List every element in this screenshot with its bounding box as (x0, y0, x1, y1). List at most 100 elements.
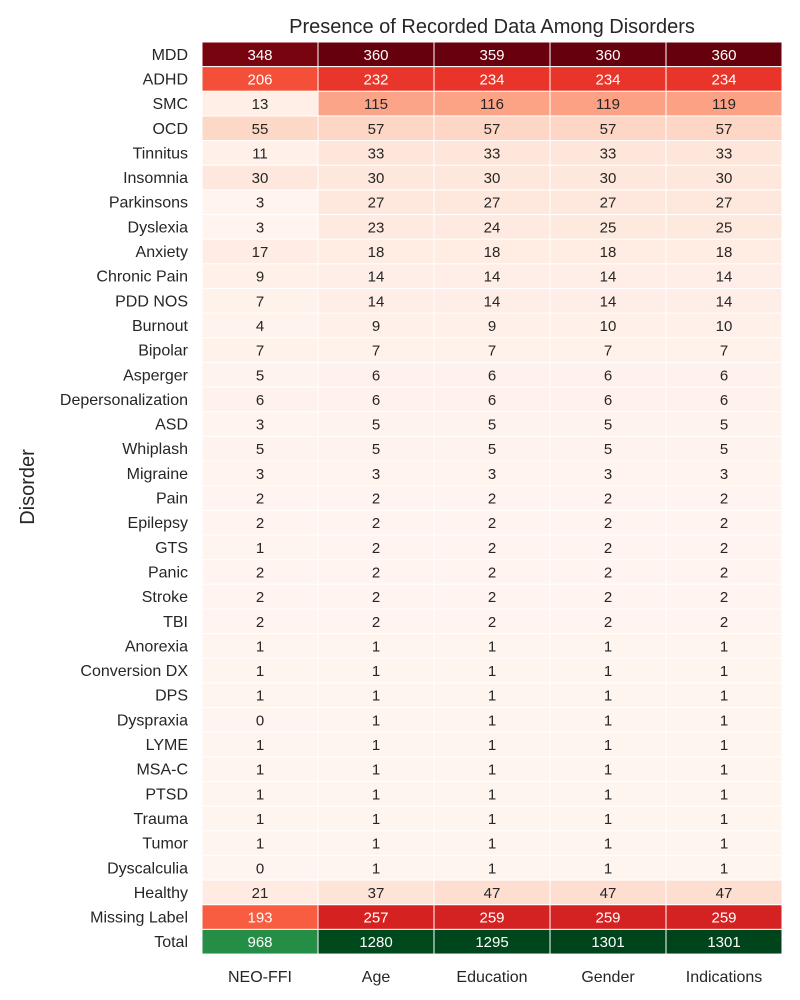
cell-value-label: 6 (256, 392, 264, 409)
row-label: Anorexia (125, 638, 188, 655)
cell-value-label: 1 (372, 836, 380, 853)
cell-value-label: 55 (252, 121, 269, 138)
cell-value-label: 47 (484, 885, 501, 902)
heatmap-cell (549, 608, 667, 635)
row-label: MDD (152, 47, 188, 64)
cell-value-label: 1295 (475, 934, 508, 951)
heatmap-cell (665, 509, 783, 536)
heatmap-cells (201, 41, 783, 955)
cell-value-label: 14 (600, 293, 617, 310)
heatmap-cell (317, 263, 435, 290)
heatmap-cell (549, 460, 667, 487)
row-label: Insomnia (123, 170, 188, 187)
cell-value-label: 359 (479, 47, 504, 64)
cell-value-label: 2 (256, 491, 264, 508)
heatmap-cell (317, 756, 435, 782)
row-labels: MDD ADHD SMC OCD Tinnitus Insomnia Parkinsons D… (60, 47, 189, 951)
row-label: Stroke (142, 589, 188, 606)
cell-value-label: 360 (595, 47, 620, 64)
heatmap-cell (665, 435, 783, 462)
row-label: PTSD (145, 786, 188, 803)
cell-value-label: 10 (716, 318, 733, 335)
row-label: ASD (155, 417, 188, 434)
cell-value-label: 2 (720, 491, 728, 508)
heatmap-cell (665, 164, 783, 191)
cell-value-label: 2 (256, 589, 264, 606)
heatmap-cell (433, 731, 551, 758)
cell-value-label: 5 (488, 441, 496, 458)
cell-value-label: 24 (484, 219, 501, 236)
cell-value-label: 2 (488, 564, 496, 581)
cell-value-label: 11 (252, 145, 268, 162)
cell-value-label: 1 (604, 663, 612, 680)
cell-value-label: 3 (720, 466, 728, 483)
heatmap-cell (433, 238, 551, 265)
heatmap-cell (433, 879, 551, 906)
row-label: Parkinsons (109, 195, 188, 212)
cell-value-label: 1 (488, 786, 496, 803)
cell-value-label: 360 (711, 47, 736, 64)
cell-value-label: 1 (720, 688, 728, 705)
cell-value-label: 2 (604, 564, 612, 581)
cell-value-label: 57 (600, 121, 617, 138)
cell-value-label: 1 (256, 786, 264, 803)
cell-value-label: 5 (720, 417, 728, 434)
cell-value-label: 2 (604, 540, 612, 557)
heatmap-cell (317, 238, 435, 265)
row-label: Healthy (134, 885, 188, 902)
cell-value-label: 1 (720, 663, 728, 680)
cell-value-label: 6 (372, 392, 380, 409)
heatmap-cell (549, 657, 667, 684)
cell-value-label: 23 (368, 219, 385, 236)
cell-value-label: 6 (488, 367, 496, 384)
cell-value-label: 1 (604, 688, 612, 705)
cell-value-label: 27 (716, 195, 733, 212)
heatmap-cell (665, 238, 783, 265)
cell-value-label: 5 (372, 417, 380, 434)
heatmap-cell (665, 608, 783, 635)
cell-value-label: 7 (720, 343, 728, 360)
cell-value-label: 6 (720, 392, 728, 409)
cell-value-label: 1 (372, 737, 380, 754)
chart-title: Presence of Recorded Data Among Disorder… (289, 16, 695, 38)
heatmap-cell (201, 485, 319, 511)
row-label: ADHD (143, 71, 188, 88)
cell-value-label: 1 (488, 811, 496, 828)
cell-value-label: 0 (256, 712, 264, 729)
heatmap-cell (433, 263, 551, 290)
cell-value-label: 1 (372, 762, 380, 779)
heatmap-cell (665, 361, 783, 388)
heatmap-cell (549, 386, 667, 413)
cell-value-label: 1 (256, 688, 264, 705)
heatmap-cell (433, 288, 551, 314)
heatmap-cell (433, 386, 551, 413)
heatmap-cell (433, 904, 551, 930)
heatmap-cell (201, 41, 319, 68)
heatmap-cell (317, 657, 435, 684)
row-label: Dyslexia (128, 219, 189, 236)
heatmap-cell (201, 633, 319, 659)
heatmap-cell (665, 66, 783, 92)
cell-value-label: 2 (488, 589, 496, 606)
heatmap-cell (549, 904, 667, 930)
heatmap-cell (317, 460, 435, 487)
cell-value-label: 1 (720, 811, 728, 828)
heatmap-cell (665, 731, 783, 758)
cell-value-label: 3 (256, 466, 264, 483)
cell-value-label: 17 (252, 244, 269, 261)
heatmap-cell (433, 435, 551, 462)
cell-value-label: 1 (604, 712, 612, 729)
heatmap-cell (433, 633, 551, 659)
cell-value-label: 2 (488, 614, 496, 631)
cell-value-label: 47 (600, 885, 617, 902)
cell-value-label: 27 (484, 195, 501, 212)
heatmap-cell (665, 756, 783, 782)
cell-value-label: 2 (720, 540, 728, 557)
cell-value-label: 1 (256, 762, 264, 779)
column-label: Education (456, 969, 527, 986)
heatmap-cell (317, 559, 435, 585)
cell-value-label: 27 (600, 195, 617, 212)
heatmap-cell (665, 214, 783, 240)
heatmap-cell (317, 386, 435, 413)
cell-value-label: 2 (604, 589, 612, 606)
